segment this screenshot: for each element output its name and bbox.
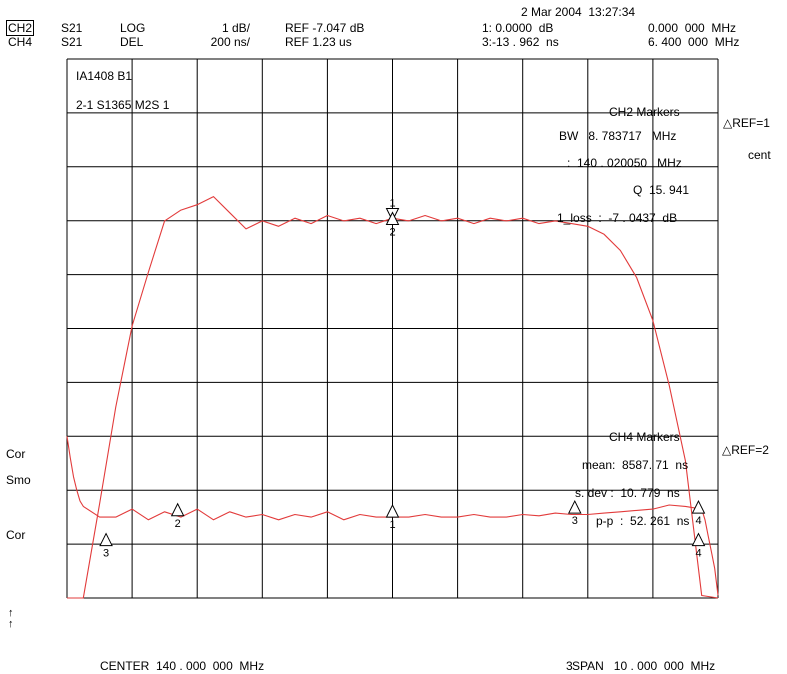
marker-ch2-2: 2 <box>385 211 400 239</box>
ch2-q-factor: Q 15. 941 <box>633 183 690 197</box>
span-frequency: SPAN 10 . 000 000 MHz <box>572 659 716 673</box>
ch2-marker-freq: 0.000 000 MHz <box>648 21 737 35</box>
marker-triangle <box>170 502 185 517</box>
marker-ch2-3: 3 <box>99 532 113 560</box>
arrow-up-icon: ↑ <box>8 618 14 630</box>
ch4-std-dev: s. dev : 10. 779 ns <box>575 486 680 500</box>
ch2-cent-label: cent <box>748 148 771 162</box>
title-line-2: 2-1 S1365 M2S 1 <box>76 98 170 112</box>
marker-label: 1 <box>390 198 396 210</box>
marker-label: 3 <box>103 548 109 560</box>
ch4-marker-freq: 6. 400 000 MHz <box>648 35 740 49</box>
ch2-format: LOG <box>120 21 146 35</box>
ch2-delta-ref: △REF=1 <box>723 116 770 130</box>
marker-ch2-4: 4 <box>691 532 706 560</box>
correction-indicator-2: Cor <box>6 528 26 542</box>
marker-ch4-4: 4 <box>691 499 706 527</box>
marker-triangle <box>99 532 113 547</box>
ch2-insertion-loss: 1_loss : -7 . 0437 dB <box>557 211 678 225</box>
marker-ch4-1: 1 <box>385 503 400 531</box>
marker-label: 3 <box>572 515 578 527</box>
channel-indicator-ch4[interactable]: CH4 <box>8 35 33 49</box>
ch2-bandwidth: BW 8. 783717 MHz <box>559 129 677 143</box>
ch4-markers-heading: CH4 Markers <box>609 430 680 444</box>
marker-label: 4 <box>695 515 701 527</box>
ch2-center-freq: : 140 . 020050 MHz <box>567 156 682 170</box>
marker-label: 1 <box>390 519 396 531</box>
marker-label: 2 <box>390 227 396 239</box>
ch4-format: DEL <box>120 35 144 49</box>
ch4-scale: 200 ns/ <box>210 35 250 49</box>
ch2-marker-value: 1: 0.0000 dB <box>482 21 554 35</box>
marker-triangle <box>691 499 706 514</box>
ch4-marker-value: 3:-13 . 962 ns <box>482 35 559 49</box>
span-prefix: 3 <box>566 659 573 673</box>
marker-ch4-2: 2 <box>170 502 185 530</box>
ch2-param: S21 <box>61 21 83 35</box>
graticule <box>66 58 719 599</box>
marker-label: 4 <box>695 548 701 560</box>
marker-triangle <box>567 499 582 514</box>
ch2-ref: REF -7.047 dB <box>285 21 365 35</box>
ch4-param: S21 <box>61 35 83 49</box>
marker-label: 2 <box>175 518 181 530</box>
arrow-up-icon: ↑ <box>8 607 14 619</box>
smoothing-indicator: Smo <box>6 473 31 487</box>
correction-indicator-1: Cor <box>6 447 26 461</box>
title-line-1: IA1408 B1 <box>76 69 133 83</box>
marker-triangle <box>691 532 706 547</box>
ch4-mean: mean: 8587. 71 ns <box>582 458 689 472</box>
markers: 1 2 3 4 1 2 3 4 <box>99 198 706 560</box>
ch4-delta-ref: △REF=2 <box>722 443 769 457</box>
ch4-ref: REF 1.23 us <box>285 35 352 49</box>
datetime: 2 Mar 2004 13:27:34 <box>521 5 636 19</box>
marker-triangle <box>385 503 400 518</box>
ch4-peak-to-peak: p-p : 52. 261 ns <box>596 514 690 528</box>
channel-indicator-ch2[interactable]: CH2 <box>6 20 35 36</box>
marker-triangle <box>385 211 400 226</box>
center-frequency: CENTER 140 . 000 000 MHz <box>100 659 265 673</box>
marker-ch4-3: 3 <box>567 499 582 527</box>
ch2-markers-heading: CH2 Markers <box>609 105 680 119</box>
ch2-scale: 1 dB/ <box>221 21 250 35</box>
